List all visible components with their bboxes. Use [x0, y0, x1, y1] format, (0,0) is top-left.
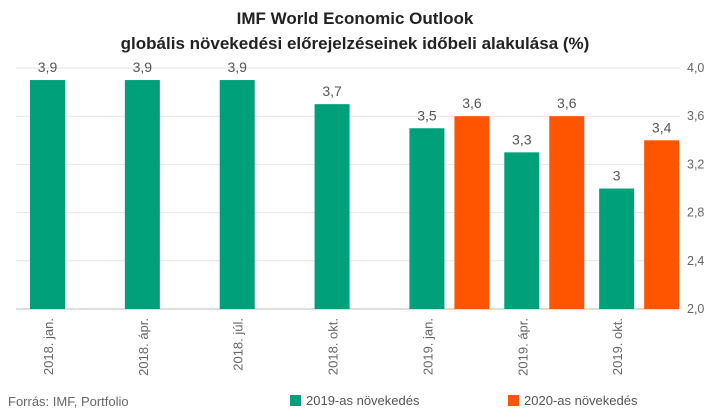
x-tick-label: 2018. jan.	[41, 318, 56, 375]
x-tick-label: 2018. ápr.	[136, 318, 151, 376]
legend-label: 2019-as növekedés	[306, 393, 420, 408]
y-tick-label: 2,0	[687, 302, 704, 316]
y-tick-label: 2,4	[687, 254, 704, 268]
x-tick-label: 2019. ápr.	[515, 318, 530, 376]
legend-swatch	[290, 395, 301, 406]
chart-title-line2: globális növekedési előrejelzéseinek idő…	[121, 34, 590, 53]
y-tick-label: 3,6	[687, 109, 704, 123]
data-label: 3,9	[38, 59, 58, 75]
bar	[124, 80, 160, 309]
data-label: 3,6	[462, 95, 482, 111]
x-tick-label: 2018. okt.	[326, 318, 341, 375]
source-note: Forrás: IMF, Portfolio	[8, 394, 129, 409]
bar	[454, 116, 490, 309]
y-tick-label: 2,8	[687, 206, 704, 220]
x-tick-label: 2019. okt.	[610, 318, 625, 375]
data-labels: 3,9 3,9 3,9 3,7 3,5 3,6 3,3 3,6 3 3,4	[38, 59, 672, 183]
legend: 2019-as növekedés 2020-as növekedés	[290, 393, 638, 408]
y-tick-label: 3,2	[687, 157, 704, 171]
data-label: 3,9	[133, 59, 153, 75]
bar	[409, 128, 445, 309]
bar	[30, 80, 65, 309]
x-axis-ticks: 2018. jan. 2018. ápr. 2018. júl. 2018. okt.…	[41, 318, 625, 376]
bar	[644, 140, 680, 309]
chart-title-line1: IMF World Economic Outlook	[237, 9, 474, 28]
bar	[549, 116, 585, 309]
bar	[219, 80, 255, 309]
bars	[30, 80, 680, 310]
x-tick-label: 2018. júl.	[231, 318, 246, 371]
bar	[314, 104, 350, 310]
data-label: 3,6	[557, 95, 577, 111]
data-label: 3,5	[417, 107, 437, 123]
bar	[599, 188, 635, 309]
y-axis-ticks: 2,0 2,4 2,8 3,2 3,6 4,0	[687, 61, 704, 316]
legend-label: 2020-as növekedés	[524, 393, 638, 408]
data-label: 3,9	[227, 59, 247, 75]
bar	[504, 152, 540, 309]
data-label: 3,3	[512, 131, 532, 147]
x-tick-label: 2019. jan.	[420, 318, 435, 375]
y-tick-label: 4,0	[687, 61, 704, 75]
legend-swatch	[508, 395, 519, 406]
data-label: 3,7	[322, 83, 342, 99]
data-label: 3,4	[652, 119, 672, 135]
data-label: 3	[613, 168, 621, 184]
